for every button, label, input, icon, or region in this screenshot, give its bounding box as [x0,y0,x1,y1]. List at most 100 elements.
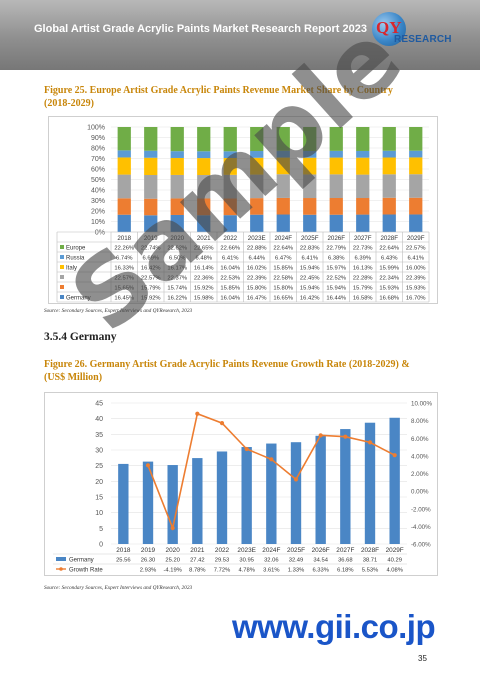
bar-segment [197,198,211,216]
table-cell: 8.78% [189,567,205,573]
table-row-label: Europe [66,246,86,252]
x-tick-label: 2020 [166,547,181,554]
bar-segment [382,157,396,175]
table-cell: 29.53 [215,557,230,563]
bar-segment [170,151,184,158]
table-cell: 36.68 [338,557,353,563]
table-cell: 6.48% [196,256,212,262]
y2-tick-label: 0.00% [411,489,429,496]
table-cell: 22.66% [220,246,240,252]
table-cell: 15.97% [326,266,346,272]
table-cell: 15.94% [300,266,320,272]
table-cell: 40.29 [387,557,402,563]
table-cell: 16.14% [194,266,214,272]
table-cell: 22.39% [406,276,426,282]
bar-segment [117,150,131,158]
bar-segment [250,157,264,175]
y-tick-label: 100% [87,125,105,132]
table-row-label: Germany [69,557,94,563]
growth-point [343,434,348,439]
table-cell: 16.70% [406,296,426,302]
table-cell: 6.41% [222,256,238,262]
table-cell: 15.94% [300,286,320,292]
bar-segment [382,150,396,158]
bar-segment [170,174,184,199]
bar-segment [144,127,158,151]
table-cell: 16.47% [247,296,267,302]
y-tick-label: 50% [91,177,105,184]
bar-segment [276,150,290,158]
bar-segment [223,215,237,232]
bar [192,458,203,544]
table-cell: 15.99% [379,266,399,272]
bar [290,442,302,544]
growth-point [367,440,373,445]
y-tick-label: 40% [91,188,105,195]
bar-segment [197,127,211,152]
table-cell: 15.85% [273,266,293,272]
y-tick-label: 20 [95,479,103,486]
bar-segment [409,157,423,175]
growth-point [219,420,225,426]
bar-segment [409,197,423,215]
table-row-label: Germany [66,296,91,302]
table-cell: 4.78% [238,567,254,573]
y2-tick-label: 8.00% [411,418,429,425]
table-cell: 22.83% [300,246,320,252]
growth-point [195,411,200,416]
table-cell: 22.65% [194,246,214,252]
bar-segment [250,214,264,232]
growth-point [392,453,397,458]
growth-point [244,446,249,452]
y-tick-label: 20% [91,209,105,216]
table-cell: 22.39% [247,276,267,282]
x-tick-label: 2027F [354,235,372,242]
table-cell: 22.52% [326,276,346,282]
y2-tick-label: 2.00% [411,471,429,478]
y2-tick-label: -2.00% [411,506,431,513]
section-heading: 3.5.4 Germany [44,331,117,343]
table-cell: 6.43% [381,256,397,262]
x-tick-label: 2027F [336,547,354,554]
bar-segment [197,151,211,159]
x-tick-label: 2018 [117,235,131,242]
table-cell: 5.53% [362,567,378,573]
table-cell: 30.95 [239,557,254,563]
bar-segment [117,174,131,199]
x-tick-label: 2029F [407,235,425,242]
bar-segment [117,198,131,215]
table-cell: 16.45% [114,296,134,302]
bar-segment [144,150,158,158]
figure-25-chart: 0% 10% 20% 30% 40% 50% 60% 70% 80% 90% 100% 2018 201… [48,116,438,304]
page-number: 35 [418,654,427,663]
table-cell: 6.50% [169,256,185,262]
table-cell: 15.94% [326,286,346,292]
table-cell: 6.18% [337,567,353,573]
bar [142,461,154,544]
table-cell: 6.69% [143,256,159,262]
table-cell: 15.65% [114,286,134,292]
bar-segment [356,127,370,151]
table-cell: 22.73% [353,246,373,252]
table-cell: 25.56 [116,557,131,563]
bar-segment [223,151,237,159]
bar-segment [276,174,290,198]
y-tick-label: 80% [91,146,105,153]
x-tick-label: 2026F [312,547,330,554]
y2-tick-label: -6.00% [411,542,431,549]
bar [266,443,277,544]
table-cell: 16.68% [379,296,399,302]
legend-key [60,295,64,299]
table-cell: 15.79% [353,286,373,292]
bar-segment [329,214,343,232]
table-cell: 26.30 [141,557,156,563]
x-tick-label: 2023E [237,547,255,554]
bar [315,435,326,544]
x-tick-label: 2024F [274,235,292,242]
figure-25-caption: Figure 25. Europe Artist Grade Acrylic P… [44,84,393,110]
bar-segment [303,198,317,215]
bar-segment [170,157,184,175]
bar-segment [329,157,343,175]
x-tick-label: 2025F [301,235,319,242]
bar-segment [276,157,290,175]
